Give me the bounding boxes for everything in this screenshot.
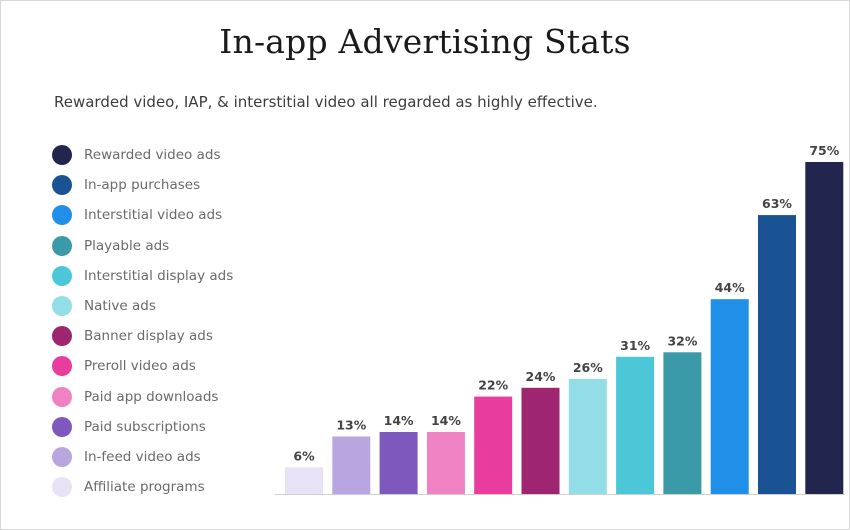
legend-item: Interstitial video ads	[52, 200, 233, 230]
bar	[474, 396, 513, 494]
legend-label: Interstitial display ads	[84, 267, 234, 284]
legend-item: In-app purchases	[52, 170, 233, 200]
bar-value-label: 26%	[573, 360, 603, 375]
legend-item: Interstitial display ads	[52, 261, 233, 291]
bar	[521, 387, 560, 494]
legend-label: Banner display ads	[84, 328, 213, 345]
bar-value-label: 63%	[762, 196, 792, 211]
legend-item: Playable ads	[52, 231, 233, 261]
legend-item: Affiliate programs	[52, 472, 233, 502]
legend-label: Interstitial video ads	[84, 207, 223, 224]
bar-value-label: 32%	[667, 333, 697, 348]
legend-label: Affiliate programs	[84, 479, 205, 496]
legend-label: Preroll video ads	[84, 358, 196, 375]
bar	[332, 436, 371, 494]
legend-swatch	[52, 356, 72, 377]
legend-swatch	[52, 446, 72, 467]
chart-subtitle: Rewarded video, IAP, & interstitial vide…	[54, 93, 598, 111]
legend-swatch	[52, 326, 72, 347]
legend-swatch	[52, 265, 72, 286]
legend-label: In-feed video ads	[84, 448, 201, 465]
legend-item: Native ads	[52, 291, 233, 321]
legend-item: Banner display ads	[52, 321, 233, 351]
bar	[568, 378, 607, 494]
legend-swatch	[52, 296, 72, 317]
bar	[379, 432, 418, 494]
bar-value-label: 75%	[809, 143, 839, 158]
legend-item: Preroll video ads	[52, 351, 233, 381]
legend-swatch	[52, 386, 72, 407]
legend-label: Playable ads	[84, 237, 170, 254]
legend-label: Paid subscriptions	[84, 418, 206, 435]
bar	[285, 467, 323, 494]
bar	[710, 299, 749, 494]
bar	[426, 432, 465, 494]
legend-item: In-feed video ads	[52, 442, 233, 472]
bar-value-label: 24%	[526, 369, 556, 384]
legend-label: Paid app downloads	[84, 388, 219, 405]
legend-swatch	[52, 145, 72, 166]
legend-item: Rewarded video ads	[52, 140, 233, 170]
bar	[663, 352, 702, 494]
legend-item: Paid subscriptions	[52, 412, 233, 442]
legend-item: Paid app downloads	[52, 382, 233, 412]
bar-value-label: 13%	[336, 418, 366, 433]
legend-swatch	[52, 477, 72, 498]
bar-value-label: 31%	[620, 338, 650, 353]
legend-label: Native ads	[84, 298, 156, 315]
bar-value-label: 44%	[715, 280, 745, 295]
legend-swatch	[52, 235, 72, 256]
bar-value-label: 6%	[293, 448, 315, 463]
legend-swatch	[52, 416, 72, 437]
legend-swatch	[52, 205, 72, 226]
bar	[616, 356, 655, 494]
legend-label: In-app purchases	[84, 177, 201, 194]
bar-value-label: 14%	[431, 413, 461, 428]
legend: Rewarded video ads In-app purchases Inters…	[52, 140, 233, 502]
bar	[805, 162, 844, 494]
bar-value-label: 22%	[478, 378, 508, 393]
bar-value-label: 14%	[384, 413, 414, 428]
chart-title: In-app Advertising Stats	[219, 22, 631, 61]
legend-swatch	[52, 175, 72, 196]
bar	[758, 215, 796, 494]
legend-label: Rewarded video ads	[84, 147, 221, 164]
